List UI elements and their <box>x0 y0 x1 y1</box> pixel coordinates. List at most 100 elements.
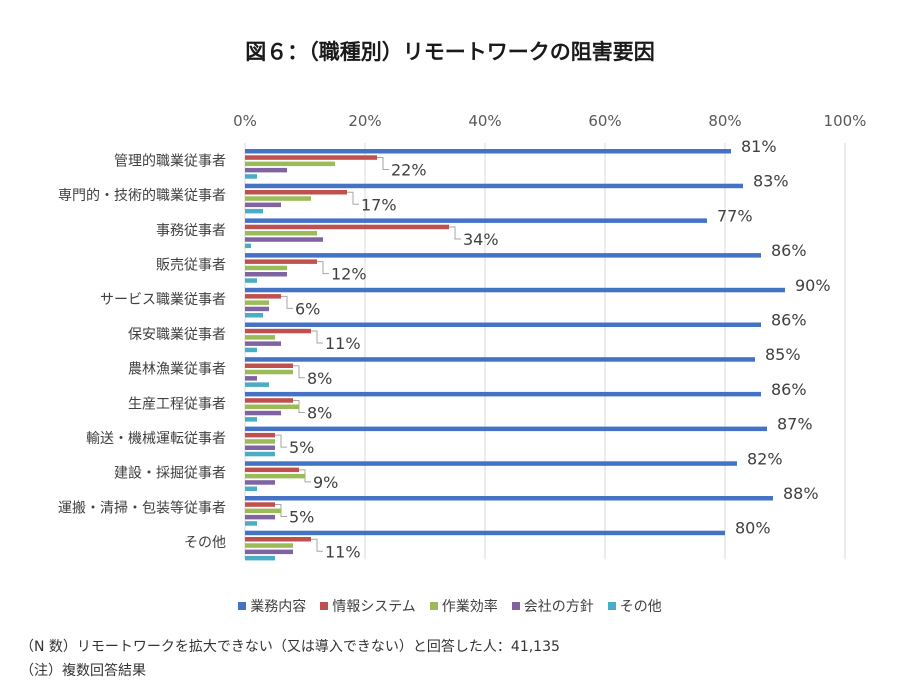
data-label: 17% <box>361 195 397 214</box>
data-label: 6% <box>295 299 320 318</box>
category-label: 専門的・技術的職業従事者 <box>58 188 226 204</box>
bar <box>245 391 761 397</box>
data-label: 22% <box>391 161 427 180</box>
bar <box>245 294 281 299</box>
bar <box>245 231 317 236</box>
bar <box>245 190 347 195</box>
data-label: 86% <box>771 241 807 260</box>
legend-swatch <box>320 602 329 610</box>
legend-item: 作業効率 <box>429 596 498 616</box>
bar <box>245 502 275 507</box>
bar <box>245 196 311 201</box>
bar <box>245 549 293 555</box>
bar <box>245 224 449 230</box>
leader-line <box>275 434 287 448</box>
bar <box>245 237 323 242</box>
bar <box>245 514 275 520</box>
data-label: 12% <box>331 265 367 284</box>
leader-line <box>347 191 359 205</box>
bar <box>245 149 731 154</box>
category-label: 生産工程従事者 <box>128 396 226 412</box>
data-label: 8% <box>307 369 332 388</box>
legend-label: 業務内容 <box>250 599 307 615</box>
legend-label: 作業効率 <box>441 599 498 615</box>
bar <box>245 461 737 466</box>
bar <box>245 306 269 312</box>
category-label: 保安職業従事者 <box>128 327 226 343</box>
x-tick-label: 80% <box>708 112 741 130</box>
bar <box>245 398 293 403</box>
bar <box>245 328 311 334</box>
bar <box>245 322 761 327</box>
bar <box>245 313 263 318</box>
bar <box>245 259 317 264</box>
data-label: 88% <box>783 484 819 503</box>
x-tick-label: 60% <box>588 112 621 130</box>
data-label: 82% <box>747 449 783 468</box>
sample-size-note: （N 数）リモートワークを拡大できない（又は導入できない）と回答した人：41,1… <box>20 639 560 655</box>
category-label: 事務従事者 <box>156 223 226 239</box>
bar <box>245 496 773 501</box>
bar <box>245 410 281 416</box>
bar <box>245 161 335 167</box>
leader-line <box>293 365 305 379</box>
x-tick-label: 20% <box>348 112 381 130</box>
legend-item: 会社の方針 <box>511 596 594 616</box>
legend-swatch <box>607 602 616 610</box>
data-label: 86% <box>771 380 807 399</box>
leader-line <box>377 157 389 171</box>
bar <box>245 404 299 409</box>
data-label: 83% <box>753 172 789 191</box>
bar <box>245 174 257 179</box>
data-label: 87% <box>777 415 813 434</box>
legend-item: 業務内容 <box>238 596 306 616</box>
bar <box>245 432 275 438</box>
bar <box>245 451 275 457</box>
bar <box>245 243 251 249</box>
bar <box>245 537 311 542</box>
bar <box>245 357 755 362</box>
bar <box>245 376 257 381</box>
data-label: 11% <box>325 334 361 353</box>
category-label: 管理的職業従事者 <box>114 153 226 169</box>
data-label: 34% <box>463 230 499 249</box>
bar <box>245 347 257 353</box>
bar <box>245 363 293 368</box>
legend-label: 情報システム <box>332 599 416 615</box>
bar <box>245 155 377 160</box>
bar <box>245 521 257 526</box>
category-label: 建設・採掘従事者 <box>114 466 226 482</box>
leader-line <box>311 330 323 344</box>
bar <box>245 555 275 561</box>
bar <box>245 218 707 223</box>
x-tick-label: 0% <box>233 112 257 130</box>
legend-label: 会社の方針 <box>523 599 594 615</box>
data-label: 77% <box>717 206 753 225</box>
bar <box>245 341 281 346</box>
data-label: 5% <box>289 508 314 527</box>
data-label: 90% <box>795 276 831 295</box>
bar <box>245 426 767 432</box>
bar <box>245 439 275 444</box>
bar <box>245 300 269 305</box>
bar <box>245 508 281 514</box>
data-label: 86% <box>771 311 807 330</box>
leader-line <box>449 226 461 240</box>
bar <box>245 278 257 283</box>
category-label: 販売従事者 <box>156 257 226 273</box>
data-label: 11% <box>325 542 361 561</box>
data-label: 9% <box>313 473 338 492</box>
bar <box>245 253 761 258</box>
leader-line <box>281 295 293 309</box>
legend-swatch <box>511 602 520 610</box>
bar <box>245 417 257 422</box>
legend-label: その他 <box>619 599 662 615</box>
bar <box>245 369 293 375</box>
data-label: 80% <box>735 519 771 538</box>
bar <box>245 486 257 491</box>
legend-item: その他 <box>607 596 662 616</box>
bar-chart: 0% 20% 40% 60% 80% 100% 管理的職業従事者 81% 22% 専門的・技術的職… <box>58 112 866 561</box>
annotation-note: （注）複数回答結果 <box>20 663 146 679</box>
data-label: 5% <box>289 438 314 457</box>
